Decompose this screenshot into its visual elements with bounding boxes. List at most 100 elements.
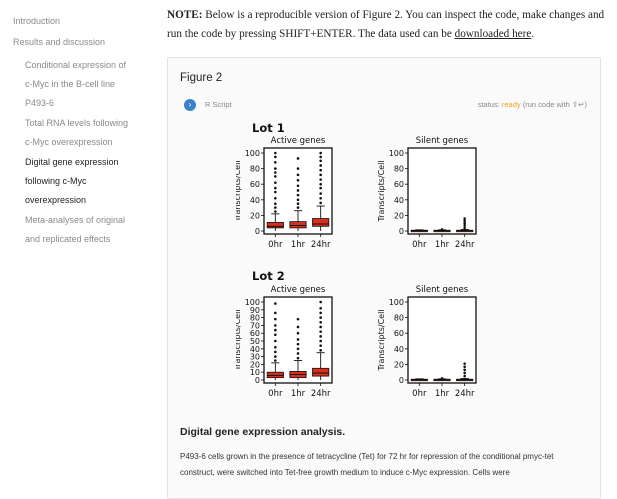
y-tick-label: 0	[399, 227, 404, 236]
outlier-point	[296, 206, 300, 209]
outlier-point	[319, 178, 322, 181]
outlier-point	[319, 182, 322, 186]
y-tick-label: 0	[399, 376, 404, 385]
outlier-point	[319, 164, 322, 167]
outlier-point	[274, 155, 277, 159]
y-tick-label: 60	[394, 329, 404, 338]
panel-title: Silent genes	[416, 136, 469, 146]
outlier-point	[463, 368, 466, 372]
box	[289, 221, 307, 229]
outlier-point	[274, 171, 277, 174]
language-label: R Script	[205, 100, 232, 109]
note-end: .	[531, 28, 535, 40]
outlier-point	[319, 311, 322, 315]
y-tick-label: 10	[250, 368, 260, 377]
outlier-point	[319, 316, 322, 319]
x-tick-label: 24hr	[455, 389, 475, 399]
outlier-point	[274, 210, 277, 213]
x-tick-label: 24hr	[311, 240, 331, 250]
x-tick-label: 1hr	[291, 240, 306, 250]
y-tick-label: 100	[389, 298, 404, 307]
outlier-point	[463, 374, 466, 378]
x-tick-label: 0hr	[268, 389, 283, 399]
sidebar-item-3[interactable]: Total RNA levels following c-Myc overexp…	[25, 118, 129, 147]
y-tick-label: 20	[394, 211, 404, 220]
box	[266, 222, 284, 229]
outlier-point	[296, 157, 300, 160]
outlier-point	[274, 317, 277, 321]
outlier-point	[296, 202, 300, 205]
status-hint: (run code with ⇧↵)	[522, 100, 587, 109]
outlier-point	[319, 196, 322, 200]
outlier-point	[440, 377, 444, 380]
y-tick-label: 20	[250, 360, 260, 369]
outlier-point	[274, 311, 277, 315]
x-tick-label: 24hr	[311, 389, 331, 399]
figure-card: Figure 2 › R Script status: ready (run c…	[167, 57, 601, 499]
y-tick-label: 70	[250, 321, 260, 330]
y-tick-label: 80	[394, 165, 404, 174]
x-tick-label: 1hr	[435, 240, 450, 250]
outlier-point	[274, 167, 277, 170]
x-tick-label: 24hr	[455, 240, 475, 250]
outlier-point	[319, 325, 322, 329]
y-tick-label: 100	[245, 298, 260, 307]
y-tick-label: 100	[245, 149, 260, 158]
outlier-point	[319, 173, 322, 177]
outlier-point	[274, 324, 277, 327]
y-axis-label: Transcripts/Cell	[377, 309, 386, 371]
sidebar-item-5[interactable]: Meta-analyses of original and replicated…	[25, 215, 126, 244]
download-link[interactable]: downloaded here	[454, 28, 532, 40]
y-axis-label: Transcripts/Cell	[236, 309, 242, 371]
y-axis-label: Transcripts/Cell	[377, 160, 386, 222]
y-tick-label: 40	[394, 196, 404, 205]
y-axis-label: Transcripts/Cell	[236, 160, 242, 222]
outlier-point	[463, 371, 466, 375]
outlier-point	[296, 352, 300, 355]
sidebar-item-1[interactable]: Results and discussion	[13, 37, 106, 47]
run-code-button[interactable]: ›	[184, 99, 196, 111]
outlier-point	[463, 362, 466, 365]
outlier-point	[274, 186, 277, 190]
outlier-point	[296, 356, 300, 360]
y-tick-label: 40	[250, 196, 260, 205]
outlier-point	[319, 330, 322, 333]
sidebar-item-4[interactable]: Digital gene expression following c-Myc …	[25, 157, 119, 205]
y-tick-label: 60	[394, 180, 404, 189]
outlier-point	[319, 159, 322, 163]
outlier-point	[296, 189, 300, 192]
outlier-point	[319, 201, 322, 205]
y-tick-label: 40	[250, 345, 260, 354]
outlier-point	[296, 331, 300, 335]
x-tick-label: 0hr	[412, 240, 427, 250]
outlier-point	[319, 151, 322, 155]
outlier-point	[274, 302, 277, 305]
outlier-point	[319, 168, 322, 172]
sidebar-item-0[interactable]: Introduction	[13, 16, 61, 26]
outlier-point	[463, 221, 466, 225]
panel-title: Silent genes	[416, 285, 469, 295]
outlier-point	[274, 196, 277, 200]
panel-title: Active genes	[271, 136, 326, 146]
outlier-point	[319, 300, 322, 304]
outlier-point	[319, 344, 322, 347]
outlier-point	[274, 328, 277, 332]
panel-title: Active genes	[271, 285, 326, 295]
y-tick-label: 50	[250, 337, 260, 346]
outlier-point	[319, 155, 322, 159]
outlier-point	[440, 228, 444, 231]
x-tick-label: 1hr	[435, 389, 450, 399]
y-tick-label: 0	[255, 376, 260, 385]
outlier-point	[463, 226, 466, 230]
sidebar-item-2[interactable]: Conditional expression of c-Myc in the B…	[25, 60, 127, 108]
y-tick-label: 80	[250, 314, 260, 323]
status-value: ready	[501, 100, 521, 109]
outlier-point	[319, 186, 322, 190]
outlier-point	[296, 325, 300, 329]
panel-label: Lot 1	[252, 121, 285, 135]
caption-text: P493-6 cells grown in the presence of te…	[180, 452, 554, 477]
outlier-point	[296, 317, 300, 321]
chevron-right-icon: ›	[188, 100, 192, 109]
outlier-point	[463, 365, 466, 369]
y-tick-label: 100	[389, 149, 404, 158]
